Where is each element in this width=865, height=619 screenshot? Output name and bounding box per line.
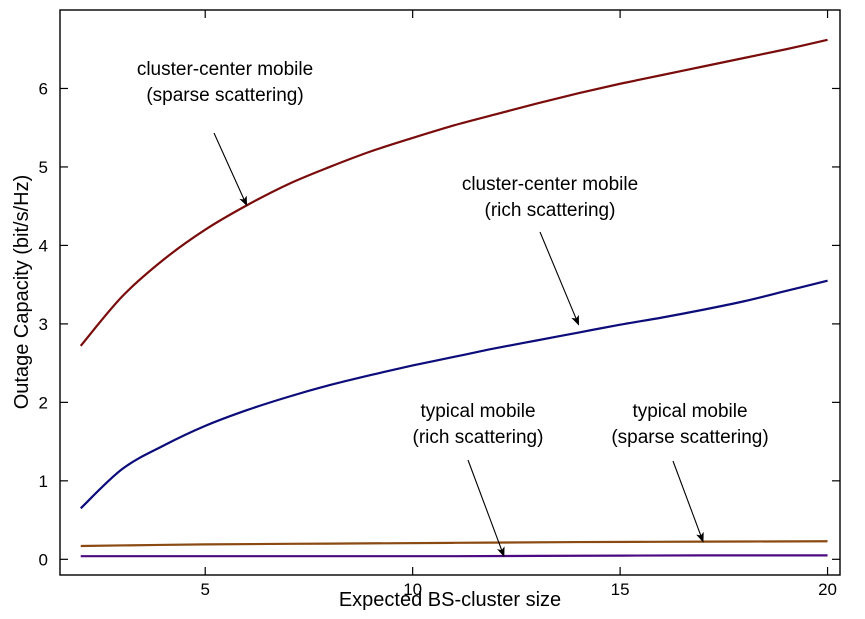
annotation-text: cluster-center mobile (462, 174, 638, 195)
annotation-text: cluster-center mobile (137, 59, 313, 80)
annotation-text: (rich scattering) (485, 200, 616, 221)
y-tick-label: 0 (39, 550, 48, 569)
series-line-1 (79, 38, 828, 347)
y-tick-label: 2 (39, 393, 48, 412)
annotation-1: cluster-center mobile (sparse scattering) (137, 59, 313, 207)
y-tick-label: 3 (39, 315, 48, 334)
x-axis-title: Expected BS-cluster size (339, 589, 561, 611)
annotation-arrow (539, 231, 580, 326)
annotation-3: typical mobile (rich scattering) (413, 401, 544, 558)
annotation-text: typical mobile (632, 401, 747, 422)
annotation-text: (rich scattering) (413, 427, 544, 448)
annotation-2: cluster-center mobile (rich scattering) (462, 174, 638, 326)
annotation-text: (sparse scattering) (146, 85, 303, 106)
annotation-arrow (467, 459, 505, 558)
y-tick-label: 1 (39, 472, 48, 491)
y-tick-label: 5 (39, 158, 48, 177)
y-axis-title: Outage Capacity (bit/s/Hz) (11, 175, 33, 410)
x-tick-label: 10 (403, 580, 422, 599)
annotation-arrow (672, 460, 704, 543)
annotation-4: typical mobile (sparse scattering) (611, 401, 769, 543)
ticks-layer: 5 10 15 20 0 1 2 3 4 5 6 (39, 10, 840, 599)
plot-frame (59, 9, 841, 576)
series-line-4 (80, 554, 828, 558)
annotations-layer: cluster-center mobile (sparse scattering)… (137, 59, 769, 558)
series-line-3 (80, 540, 828, 548)
y-tick-label: 6 (39, 79, 48, 98)
y-tick-label: 4 (39, 236, 48, 255)
annotation-text: (sparse scattering) (611, 427, 768, 448)
series-layer (79, 38, 828, 558)
annotation-text: typical mobile (420, 401, 535, 422)
x-tick-label: 5 (200, 580, 209, 599)
series-line-2 (79, 279, 828, 510)
x-tick-label: 20 (818, 580, 837, 599)
annotation-arrow (213, 132, 248, 207)
x-tick-label: 15 (611, 580, 630, 599)
